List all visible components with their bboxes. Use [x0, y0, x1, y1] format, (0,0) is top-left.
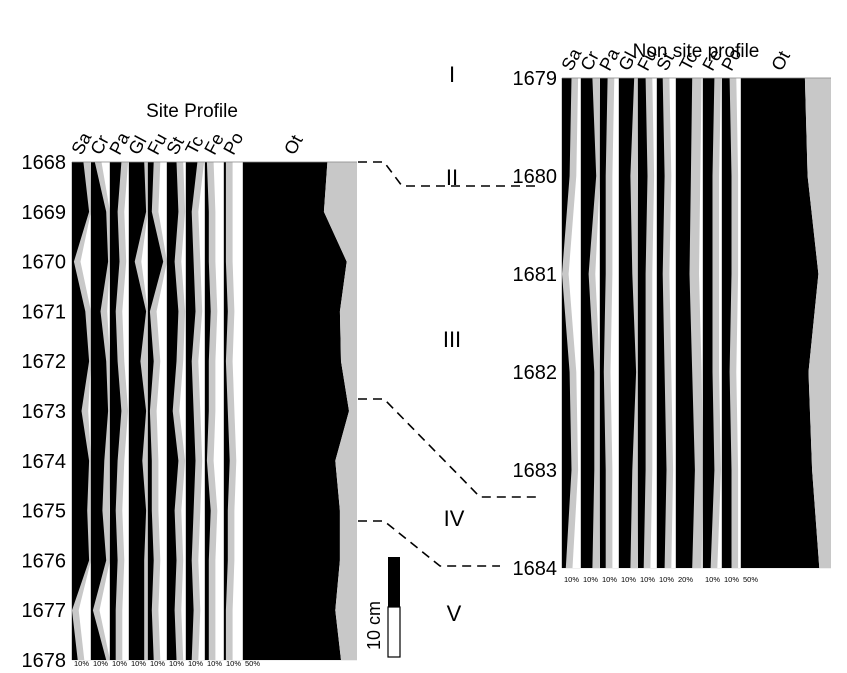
- scale-label: 10%: [621, 575, 636, 584]
- y-tick-label: 1670: [22, 252, 67, 274]
- y-tick-label: 1682: [513, 362, 558, 384]
- percentage-area: [129, 162, 147, 660]
- scale-label: 10%: [705, 575, 720, 584]
- y-tick-label: 1681: [513, 264, 558, 286]
- scale-label: 10%: [169, 659, 184, 668]
- taxon-column-ot: Ot 50%: [740, 48, 831, 584]
- y-tick-label: 1679: [513, 68, 558, 90]
- scale-label: 10%: [150, 659, 165, 668]
- percentage-area: [741, 78, 820, 568]
- percentage-area: [638, 78, 648, 568]
- percentage-area: [91, 162, 109, 660]
- scale-label: 20%: [678, 575, 693, 584]
- y-tick-label: 1671: [22, 301, 67, 323]
- remainder-area: [804, 78, 831, 568]
- zone-label-iv: IV: [444, 506, 465, 531]
- percentage-area: [72, 162, 90, 660]
- zone-label-i: I: [449, 62, 455, 87]
- remainder-area: [323, 162, 357, 660]
- y-tick-label: 1668: [22, 152, 67, 174]
- percentage-area: [676, 78, 695, 568]
- percentage-area: [243, 162, 349, 660]
- y-tick-label: 1684: [513, 558, 558, 580]
- y-tick-label: 1676: [22, 550, 67, 572]
- percentage-area: [703, 78, 715, 568]
- zone-correlation-line: [358, 161, 540, 187]
- y-tick-label: 1683: [513, 460, 558, 482]
- taxon-column-ot: Ot 50%: [242, 132, 357, 668]
- zone-label-v: V: [447, 601, 462, 626]
- scale-label: 10%: [640, 575, 655, 584]
- y-tick-label: 1672: [22, 351, 67, 373]
- percentage-area: [110, 162, 122, 660]
- percentage-area: [581, 78, 597, 568]
- percentage-area: [186, 162, 198, 660]
- scale-bar-black: [388, 557, 400, 607]
- scale-label: 10%: [659, 575, 674, 584]
- y-tick-label: 1674: [22, 451, 67, 473]
- scale-label: 10%: [74, 659, 89, 668]
- y-tick-label: 1677: [22, 600, 67, 622]
- scale-label: 10%: [207, 659, 222, 668]
- percentage-area: [167, 162, 179, 660]
- chart-title: Site Profile: [146, 101, 238, 122]
- zone-correlation-line: [358, 520, 500, 567]
- percentage-area: [224, 162, 230, 660]
- percentage-area: [600, 78, 608, 568]
- zone-label-ii: II: [446, 165, 458, 190]
- percentage-area: [657, 78, 667, 568]
- percentage-area: [619, 78, 637, 568]
- percentage-area: [148, 162, 164, 660]
- scale-label: 10%: [583, 575, 598, 584]
- zone-correlation-line: [358, 398, 540, 498]
- y-tick-label: 1675: [22, 501, 67, 523]
- percentage-area: [562, 78, 572, 568]
- depth-scale-bar: 10 cm: [364, 557, 401, 658]
- percentage-area: [722, 78, 732, 568]
- scale-label: 10%: [93, 659, 108, 668]
- zone-label-iii: III: [443, 327, 461, 352]
- y-tick-label: 1678: [22, 650, 67, 672]
- scale-label: 50%: [743, 575, 758, 584]
- scale-label: 10%: [112, 659, 127, 668]
- percentage-area: [205, 162, 211, 660]
- scale-label: 10%: [602, 575, 617, 584]
- scale-label: 10%: [188, 659, 203, 668]
- chart-title: Non site profile: [633, 41, 760, 62]
- taxon-label: Po: [219, 129, 247, 158]
- site-profile-chart: Site Profile 1668 1669 1670 1671 1672 1673 1674…: [22, 101, 357, 672]
- non-site-profile-chart: Non site profile 1679 1680 1681 1682 1683 1684…: [513, 41, 831, 584]
- taxon-label: Ot: [767, 48, 794, 74]
- y-tick-label: 1680: [513, 166, 558, 188]
- scale-label: 10%: [724, 575, 739, 584]
- taxon-label: Ot: [280, 132, 307, 158]
- scale-bar-label: 10 cm: [364, 601, 384, 650]
- taxon-column-po: Po 10%: [219, 129, 247, 668]
- scale-label: 50%: [245, 659, 260, 668]
- scale-bar-white: [387, 606, 401, 658]
- y-tick-label: 1673: [22, 401, 67, 423]
- scale-label: 10%: [564, 575, 579, 584]
- y-tick-label: 1669: [22, 202, 67, 224]
- scale-label: 10%: [226, 659, 241, 668]
- scale-label: 10%: [131, 659, 146, 668]
